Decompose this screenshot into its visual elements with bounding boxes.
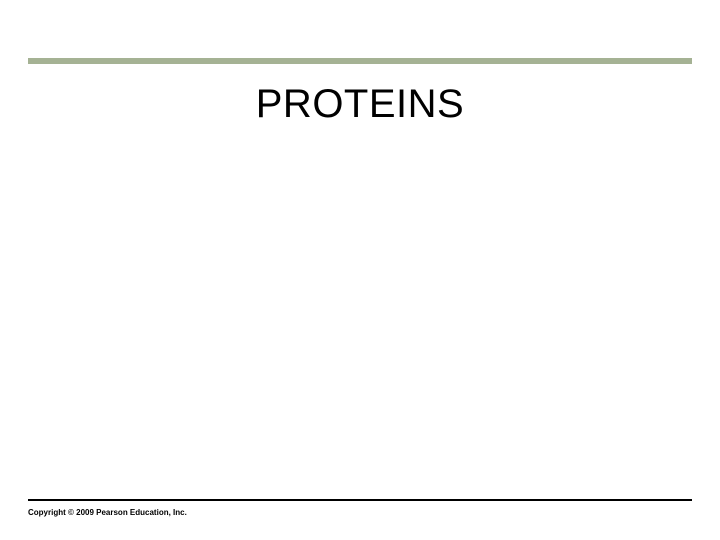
- slide-title: PROTEINS: [0, 82, 720, 127]
- copyright-text: Copyright © 2009 Pearson Education, Inc.: [28, 508, 187, 517]
- top-divider-rule: [28, 58, 692, 64]
- bottom-divider-rule: [28, 499, 692, 501]
